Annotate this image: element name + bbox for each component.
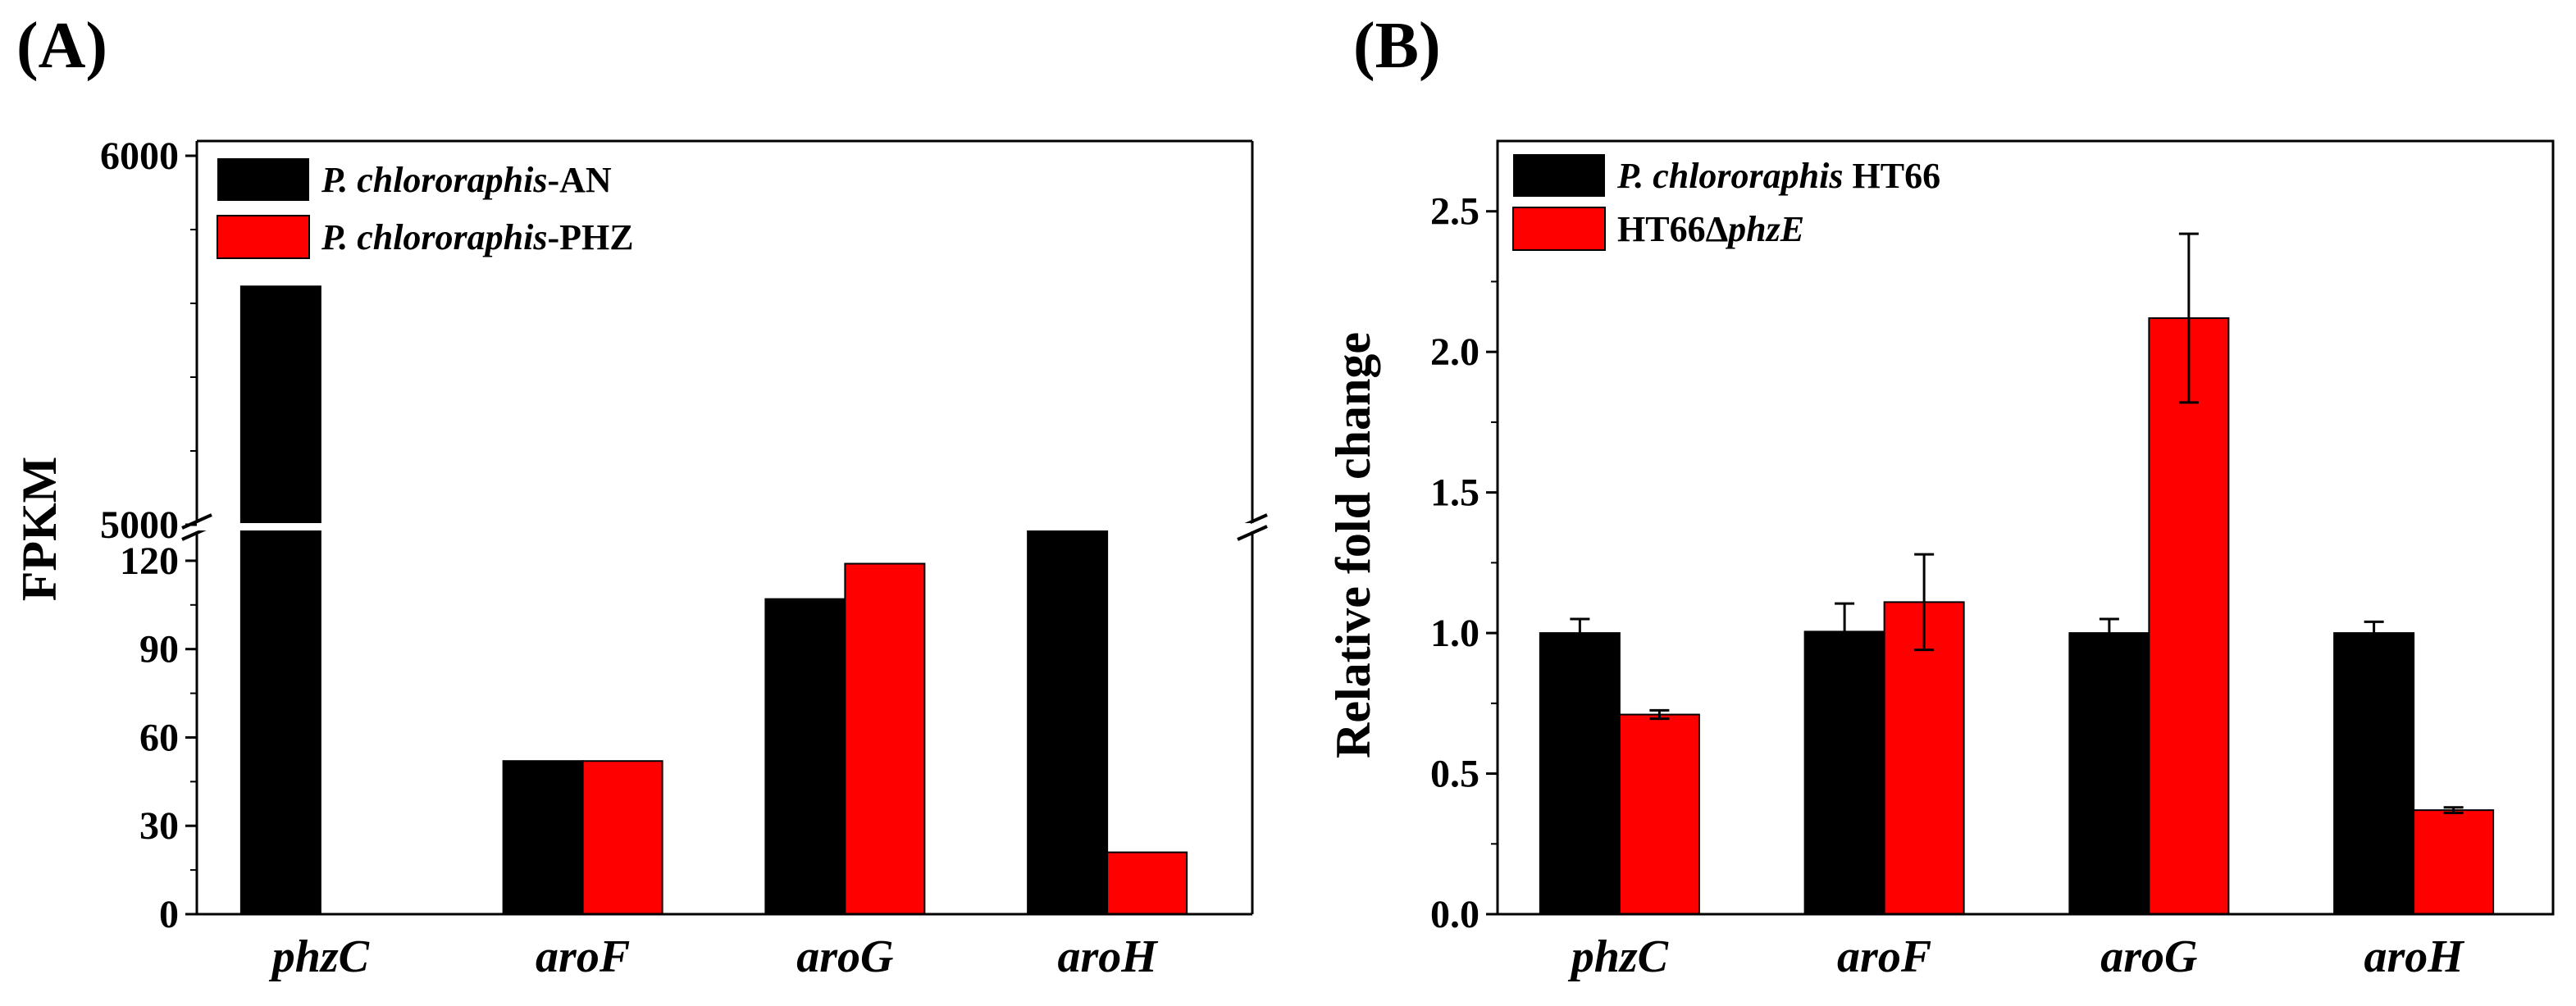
bar-b-0-aroH (2333, 632, 2415, 915)
y-tick-label-b-2.0: 2.0 (1430, 330, 1479, 374)
chart-a-category-labels: phzC aroF aroG aroH (269, 931, 1159, 982)
bar-a-0-phzC-lower (239, 526, 321, 915)
y-tick-label-a-120: 120 (120, 539, 179, 583)
category-label-a-aroG: aroG (796, 931, 893, 982)
chart-b-ticks: 0.0 0.5 1.0 1.5 2.0 2.5 (1430, 190, 1498, 936)
y-tick-label-b-1.0: 1.0 (1430, 612, 1479, 655)
chart-b-bars (1539, 317, 2495, 916)
error-bar-b-0-aroH (2364, 620, 2384, 646)
error-bar-b-0-phzC (1570, 617, 1590, 649)
bar-b-1-aroH (2413, 809, 2495, 916)
error-bar-b-1-aroF (1914, 553, 1935, 652)
chart-a-bars (239, 285, 1188, 916)
bar-b-1-phzC (1618, 713, 1700, 915)
bar-a-0-aroG (764, 598, 846, 915)
chart-b-legend: P. chlororaphis HT66 HT66ΔphzE (1512, 154, 1940, 251)
bar-a-0-aroF (502, 760, 584, 916)
category-label-a-aroH: aroH (1057, 931, 1158, 982)
chart-b: 0.0 0.5 1.0 1.5 2.0 2.5 phzC aroF aroG aroH Rela… (1326, 139, 2555, 982)
error-bar-b-1-aroG (2178, 232, 2199, 404)
y-tick-label-b-0.0: 0.0 (1430, 893, 1479, 936)
chart-b-category-labels: phzC aroF aroG aroH (1568, 931, 2465, 982)
legend-b-swatch-0 (1513, 154, 1605, 197)
bar-b-0-aroF (1803, 630, 1885, 915)
panel-b-label: (B) (1353, 10, 1441, 82)
bar-a-1-aroH (1106, 851, 1188, 915)
y-tick-label-a-30: 30 (139, 804, 179, 848)
bar-a-0-aroH (1027, 530, 1109, 915)
y-tick-label-b-2.5: 2.5 (1430, 190, 1479, 234)
bar-b-0-phzC (1539, 632, 1621, 915)
chart-b-error-bars (1570, 232, 2464, 815)
y-tick-label-a-0: 0 (159, 893, 179, 936)
error-bar-b-1-aroH (2443, 806, 2464, 815)
axis-break-mark-a-1-1 (1237, 525, 1268, 541)
chart-b-axes (1496, 139, 2555, 916)
legend-a-entry-0: P. chlororaphis-AN (321, 160, 612, 200)
bar-b-1-aroF (1883, 601, 1965, 915)
y-tick-label-a-6000: 6000 (100, 134, 179, 178)
panel-a-label: (A) (16, 10, 107, 82)
y-tick-label-a-90: 90 (139, 628, 179, 671)
axis-break-gap (198, 523, 1251, 530)
bar-a-1-aroG (844, 562, 926, 915)
legend-a-swatch-0 (217, 158, 309, 201)
y-tick-label-b-0.5: 0.5 (1430, 753, 1479, 796)
category-label-b-aroF: aroF (1837, 931, 1931, 982)
chart-a-axes (181, 139, 1268, 916)
y-tick-label-a-60: 60 (139, 716, 179, 759)
error-bar-b-1-phzC (1649, 708, 1670, 721)
bar-b-0-aroG (2068, 632, 2150, 915)
error-bar-b-0-aroG (2099, 617, 2119, 649)
legend-a-swatch-1 (217, 215, 310, 259)
category-label-b-phzC: phzC (1568, 931, 1669, 982)
category-label-a-phzC: phzC (269, 931, 370, 982)
chart-a-legend: P. chlororaphis-AN P. chlororaphis-PHZ (217, 158, 634, 259)
bar-a-1-aroF (581, 760, 663, 916)
category-label-a-aroF: aroF (536, 931, 630, 982)
category-label-b-aroH: aroH (2364, 931, 2464, 982)
legend-b-swatch-1 (1512, 207, 1606, 251)
chart-b-frame (1496, 139, 2555, 916)
legend-b-entry-0: P. chlororaphis HT66 (1616, 156, 1940, 196)
y-tick-label-a-5000: 5000 (100, 503, 179, 547)
chart-b-y-axis-title: Relative fold change (1326, 332, 1380, 758)
y-tick-label-b-1.5: 1.5 (1430, 471, 1479, 515)
legend-a-entry-1: P. chlororaphis-PHZ (321, 217, 634, 257)
bar-b-1-aroG (2148, 317, 2230, 915)
chart-a-y-axis-title: FPKM (12, 457, 66, 602)
bar-a-0-phzC-upper (239, 285, 321, 524)
legend-b-entry-1: HT66ΔphzE (1617, 209, 1804, 249)
error-bar-b-0-aroF (1835, 602, 1855, 662)
category-label-b-aroG: aroG (2100, 931, 2197, 982)
